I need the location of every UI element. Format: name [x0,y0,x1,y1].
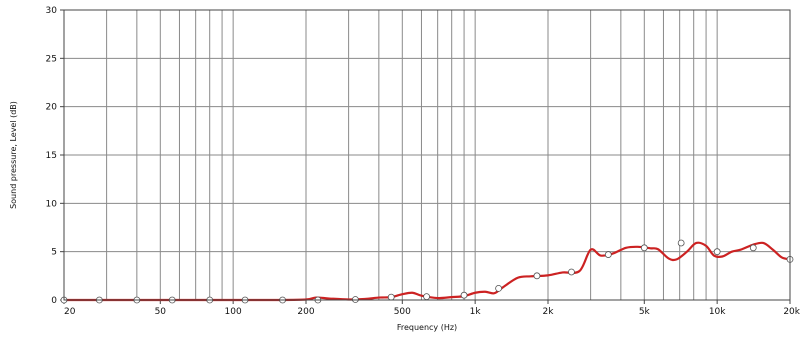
data-point [533,272,541,280]
x-tick-label: 2k [543,307,555,317]
data-point [677,239,685,247]
y-tick-label: 25 [46,54,57,64]
x-tick-label: 20k [783,307,800,317]
x-tick-label: 1k [470,307,482,317]
data-point [423,293,430,301]
x-tick-label: 100 [225,307,242,317]
y-tick-label: 20 [46,103,58,113]
data-point [460,291,468,299]
data-point [387,293,395,301]
y-tick-label: 10 [46,199,58,209]
x-tick-label: 50 [155,307,167,317]
x-tick-label: 500 [394,307,411,317]
y-tick-label: 0 [51,296,57,306]
y-axis-ticks: 0 5 10 15 20 25 30 [46,6,64,306]
data-point [495,284,503,292]
data-point [749,244,757,252]
y-tick-label: 15 [46,151,57,161]
x-tick-label: 20 [64,307,76,317]
x-axis-title: Frequency (Hz) [397,323,457,332]
data-point [713,248,721,256]
data-point [604,251,612,258]
x-tick-label: 200 [297,307,314,317]
data-point [640,244,648,252]
y-tick-label: 5 [51,248,57,258]
plot-frame [63,9,791,301]
x-tick-label: 10k [709,307,726,317]
y-tick-label: 30 [46,6,58,16]
y-axis-title: Sound pressure, Level (dB) [9,101,18,209]
data-point [568,268,575,276]
x-axis-ticks: 20 50 100 200 500 1k 2k 5k 10k 20k [63,300,801,317]
x-tick-label: 5k [639,307,651,317]
